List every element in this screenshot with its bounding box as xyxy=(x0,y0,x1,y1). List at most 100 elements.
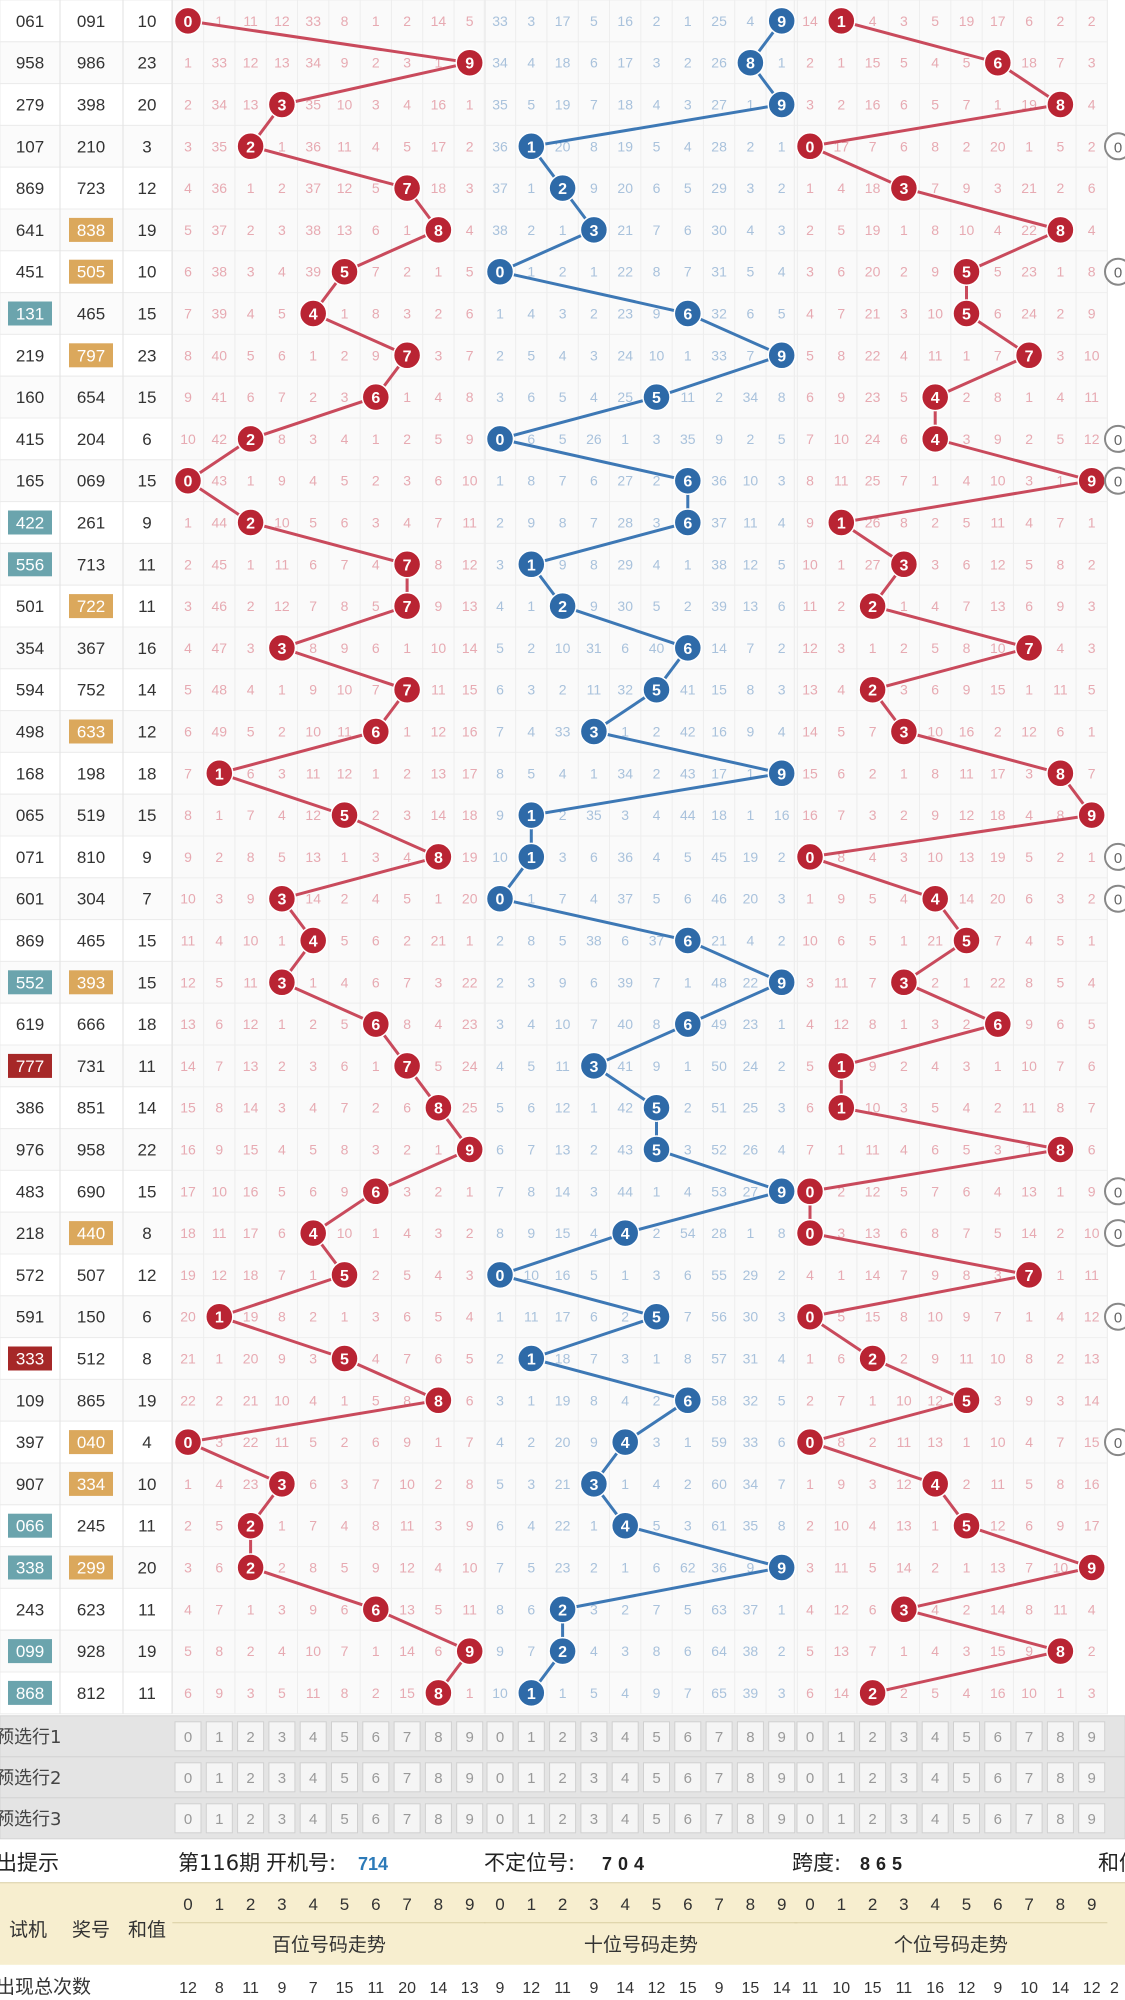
preselect-digit[interactable]: 7 xyxy=(1025,1811,1033,1828)
preselect-digit[interactable]: 4 xyxy=(309,1770,317,1787)
preselect-digit[interactable]: 4 xyxy=(621,1811,629,1828)
preselect-digit[interactable]: 9 xyxy=(778,1729,786,1746)
preselect-digit[interactable]: 1 xyxy=(527,1729,535,1746)
preselect-cell[interactable] xyxy=(424,1762,452,1793)
preselect-cell[interactable] xyxy=(205,1721,233,1752)
preselect-cell[interactable] xyxy=(643,1721,670,1752)
preselect-cell[interactable] xyxy=(268,1803,296,1834)
preselect-cell[interactable] xyxy=(643,1803,670,1834)
preselect-digit[interactable]: 4 xyxy=(309,1811,317,1828)
preselect-cell[interactable] xyxy=(549,1721,577,1752)
preselect-digit[interactable]: 6 xyxy=(684,1770,692,1787)
preselect-digit[interactable]: 9 xyxy=(778,1770,786,1787)
preselect-cell[interactable] xyxy=(517,1762,545,1793)
preselect-cell[interactable] xyxy=(1015,1762,1043,1793)
preselect-digit[interactable]: 2 xyxy=(246,1770,254,1787)
preselect-cell[interactable] xyxy=(736,1762,764,1793)
preselect-digit[interactable]: 0 xyxy=(496,1729,504,1746)
preselect-digit[interactable]: 6 xyxy=(684,1811,692,1828)
preselect-digit[interactable]: 7 xyxy=(403,1811,411,1828)
preselect-digit[interactable]: 4 xyxy=(931,1729,939,1746)
preselect-cell[interactable] xyxy=(1046,1803,1074,1834)
preselect-cell[interactable] xyxy=(643,1762,670,1793)
preselect-cell[interactable] xyxy=(984,1721,1012,1752)
preselect-digit[interactable]: 8 xyxy=(434,1811,442,1828)
preselect-cell[interactable] xyxy=(611,1803,639,1834)
preselect-digit[interactable]: 3 xyxy=(590,1729,598,1746)
preselect-cell[interactable] xyxy=(237,1803,265,1834)
preselect-digit[interactable]: 1 xyxy=(527,1770,535,1787)
preselect-cell[interactable] xyxy=(299,1721,327,1752)
preselect-digit[interactable]: 3 xyxy=(278,1729,286,1746)
preselect-digit[interactable]: 2 xyxy=(868,1770,876,1787)
preselect-cell[interactable] xyxy=(362,1721,390,1752)
preselect-digit[interactable]: 2 xyxy=(558,1770,566,1787)
preselect-digit[interactable]: 7 xyxy=(715,1811,723,1828)
preselect-cell[interactable] xyxy=(1078,1762,1106,1793)
preselect-cell[interactable] xyxy=(299,1803,327,1834)
preselect-digit[interactable]: 3 xyxy=(590,1811,598,1828)
preselect-cell[interactable] xyxy=(174,1721,202,1752)
preselect-digit[interactable]: 0 xyxy=(496,1811,504,1828)
preselect-digit[interactable]: 4 xyxy=(931,1770,939,1787)
preselect-cell[interactable] xyxy=(1078,1721,1106,1752)
preselect-digit[interactable]: 8 xyxy=(434,1729,442,1746)
preselect-digit[interactable]: 1 xyxy=(215,1770,223,1787)
preselect-digit[interactable]: 3 xyxy=(278,1811,286,1828)
preselect-cell[interactable] xyxy=(1046,1762,1074,1793)
preselect-digit[interactable]: 9 xyxy=(466,1770,474,1787)
preselect-cell[interactable] xyxy=(580,1762,608,1793)
preselect-digit[interactable]: 5 xyxy=(340,1811,348,1828)
preselect-digit[interactable]: 5 xyxy=(652,1770,660,1787)
preselect-cell[interactable] xyxy=(237,1762,265,1793)
preselect-digit[interactable]: 8 xyxy=(1056,1811,1064,1828)
preselect-cell[interactable] xyxy=(1046,1721,1074,1752)
preselect-cell[interactable] xyxy=(705,1721,733,1752)
preselect-digit[interactable]: 6 xyxy=(684,1729,692,1746)
preselect-cell[interactable] xyxy=(299,1762,327,1793)
preselect-cell[interactable] xyxy=(424,1803,452,1834)
preselect-cell[interactable] xyxy=(827,1803,855,1834)
preselect-cell[interactable] xyxy=(827,1721,855,1752)
preselect-cell[interactable] xyxy=(362,1762,390,1793)
preselect-cell[interactable] xyxy=(611,1721,639,1752)
preselect-digit[interactable]: 7 xyxy=(715,1729,723,1746)
preselect-cell[interactable] xyxy=(393,1721,421,1752)
preselect-cell[interactable] xyxy=(362,1803,390,1834)
preselect-digit[interactable]: 1 xyxy=(527,1811,535,1828)
preselect-digit[interactable]: 3 xyxy=(900,1770,908,1787)
preselect-cell[interactable] xyxy=(205,1803,233,1834)
preselect-digit[interactable]: 9 xyxy=(466,1729,474,1746)
preselect-digit[interactable]: 2 xyxy=(558,1811,566,1828)
preselect-cell[interactable] xyxy=(393,1762,421,1793)
preselect-digit[interactable]: 1 xyxy=(215,1811,223,1828)
preselect-digit[interactable]: 2 xyxy=(868,1729,876,1746)
preselect-cell[interactable] xyxy=(456,1803,484,1834)
preselect-cell[interactable] xyxy=(268,1721,296,1752)
preselect-cell[interactable] xyxy=(736,1803,764,1834)
preselect-digit[interactable]: 7 xyxy=(715,1770,723,1787)
preselect-cell[interactable] xyxy=(1015,1721,1043,1752)
preselect-cell[interactable] xyxy=(736,1721,764,1752)
preselect-cell[interactable] xyxy=(486,1721,514,1752)
preselect-digit[interactable]: 3 xyxy=(900,1811,908,1828)
preselect-digit[interactable]: 1 xyxy=(837,1770,845,1787)
preselect-digit[interactable]: 6 xyxy=(994,1770,1002,1787)
preselect-digit[interactable]: 1 xyxy=(837,1729,845,1746)
preselect-digit[interactable]: 4 xyxy=(931,1811,939,1828)
preselect-digit[interactable]: 6 xyxy=(994,1811,1002,1828)
preselect-digit[interactable]: 7 xyxy=(403,1770,411,1787)
preselect-digit[interactable]: 8 xyxy=(746,1729,754,1746)
preselect-digit[interactable]: 5 xyxy=(962,1770,970,1787)
preselect-cell[interactable] xyxy=(517,1721,545,1752)
preselect-digit[interactable]: 8 xyxy=(1056,1770,1064,1787)
preselect-digit[interactable]: 3 xyxy=(278,1770,286,1787)
preselect-cell[interactable] xyxy=(827,1762,855,1793)
preselect-cell[interactable] xyxy=(984,1803,1012,1834)
preselect-cell[interactable] xyxy=(921,1762,949,1793)
preselect-cell[interactable] xyxy=(331,1721,358,1752)
preselect-digit[interactable]: 5 xyxy=(340,1770,348,1787)
preselect-digit[interactable]: 6 xyxy=(372,1811,380,1828)
preselect-digit[interactable]: 2 xyxy=(868,1811,876,1828)
preselect-digit[interactable]: 5 xyxy=(652,1729,660,1746)
